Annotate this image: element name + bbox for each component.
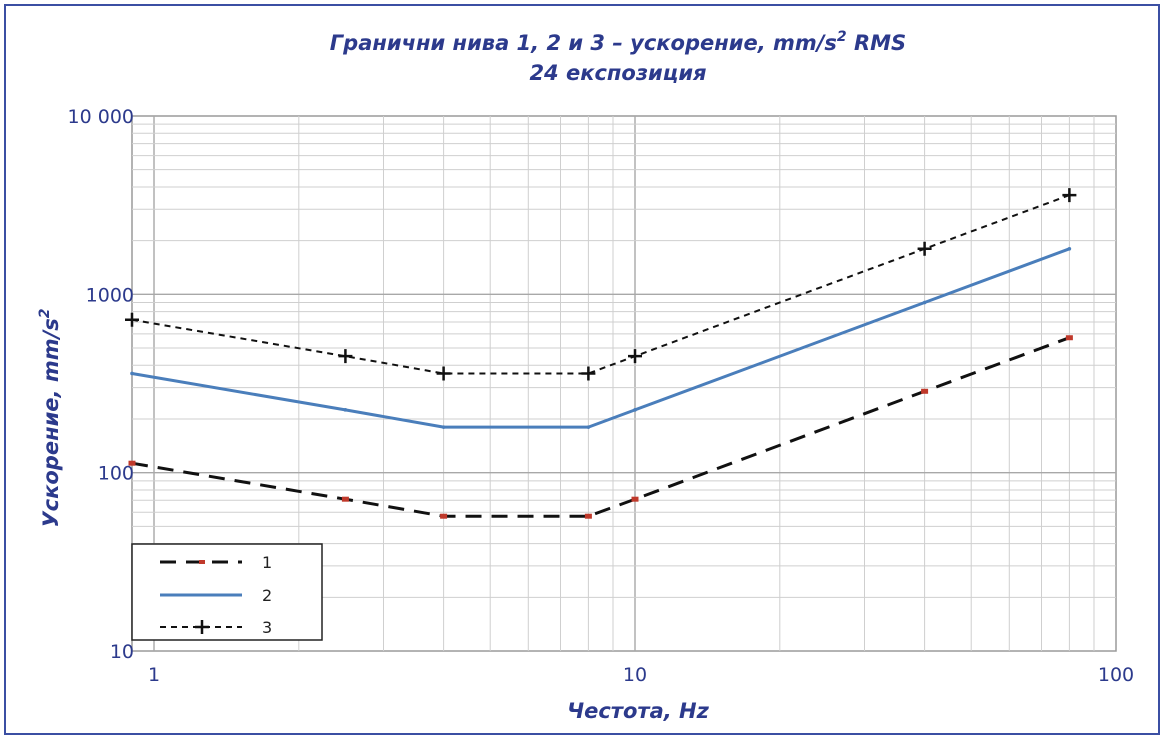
x-axis-label: Честота, Hz bbox=[567, 699, 709, 723]
y-tick-label: 10 000 bbox=[68, 106, 134, 128]
chart-svg: 1 10 100 10 100 1000 10 000 Гранични нива 1, 2… bbox=[37, 29, 1135, 723]
legend-item-3: 3 bbox=[160, 618, 272, 637]
legend-box bbox=[131, 543, 323, 641]
data-point-series-2 bbox=[130, 371, 134, 376]
data-point-series-2 bbox=[343, 408, 348, 412]
x-tick-label: 10 bbox=[623, 664, 647, 686]
data-point-series-3 bbox=[628, 349, 643, 364]
data-point-series-3 bbox=[125, 312, 139, 327]
chart-title-tail: RMS bbox=[847, 31, 907, 55]
y-tick-label: 1000 bbox=[86, 284, 134, 306]
data-point-series-3 bbox=[917, 241, 932, 256]
data-point-series-1 bbox=[1065, 335, 1073, 341]
legend-label-2: 2 bbox=[262, 586, 272, 605]
legend-marker-3 bbox=[195, 620, 209, 634]
data-point-series-3 bbox=[338, 349, 353, 364]
y-tick-label: 100 bbox=[98, 463, 134, 485]
x-tick-label: 1 bbox=[148, 664, 160, 686]
chart-title-line1: Гранични нива 1, 2 и 3 – ускорение, mm/s… bbox=[330, 29, 906, 55]
chart-frame: 1 10 100 10 100 1000 10 000 Гранични нива 1, 2… bbox=[4, 4, 1160, 735]
tick-labels: 1 10 100 10 100 1000 10 000 bbox=[68, 106, 1135, 686]
chart-title-line2: 24 експозиция bbox=[529, 61, 706, 85]
legend-label-1: 1 bbox=[262, 553, 272, 572]
data-point-series-1 bbox=[631, 496, 639, 502]
data-point-series-1 bbox=[128, 460, 136, 466]
y-tick-label: 10 bbox=[110, 641, 134, 663]
data-point-series-2 bbox=[441, 425, 446, 429]
data-point-series-1 bbox=[921, 388, 929, 394]
data-point-series-2 bbox=[586, 425, 591, 429]
data-point-series-1 bbox=[440, 513, 448, 519]
series-layer bbox=[125, 188, 1077, 519]
data-point-series-2 bbox=[633, 408, 637, 412]
data-point-series-3 bbox=[1062, 188, 1077, 203]
data-point-series-3 bbox=[581, 366, 596, 381]
data-point-series-1 bbox=[584, 513, 592, 519]
legend-marker-1 bbox=[199, 560, 205, 564]
chart-title-superscript: 2 bbox=[837, 29, 847, 45]
legend-label-3: 3 bbox=[262, 618, 272, 637]
legend-item-1: 1 bbox=[160, 553, 272, 572]
x-tick-label: 100 bbox=[1098, 664, 1134, 686]
data-point-series-2 bbox=[922, 300, 927, 305]
y-axis-label-superscript: 2 bbox=[37, 308, 53, 318]
data-point-series-3 bbox=[436, 366, 451, 381]
legend-item-2: 2 bbox=[160, 586, 272, 605]
data-point-series-2 bbox=[1067, 247, 1072, 251]
y-axis-label: Ускорение, mm/s2 bbox=[37, 308, 63, 527]
legend: 1 2 3 bbox=[131, 543, 323, 641]
data-point-series-1 bbox=[341, 496, 349, 502]
